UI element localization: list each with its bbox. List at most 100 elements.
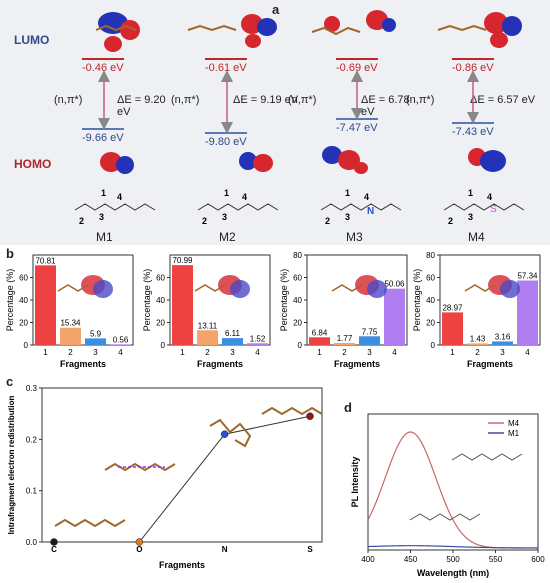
y-tick-label: 40: [426, 296, 435, 305]
x-tick-label: 1: [317, 348, 322, 357]
y-axis-label: Percentage (%): [412, 269, 422, 332]
atom-number: 4: [117, 192, 122, 202]
bar: [110, 344, 131, 345]
sulfur-atom: S: [490, 204, 497, 215]
x-axis-label: Fragments: [334, 359, 380, 369]
bar: [467, 343, 488, 345]
bar-value-label: 13.11: [198, 321, 218, 330]
bar: [492, 341, 513, 345]
data-point: [306, 412, 314, 420]
panel-c-chart: 0.0 0.1 0.2 0.3 C O N S Fragments Intrafragment e…: [7, 384, 323, 570]
inset-molecule: [464, 284, 496, 292]
x-tick-label: 2: [342, 348, 347, 357]
y-tick-label: 0.0: [26, 538, 38, 547]
y-axis-label: Percentage (%): [142, 269, 152, 332]
gap-label: ΔE = 6.57 eV: [470, 94, 536, 106]
lumo-energy: -0.69 eV: [336, 62, 378, 74]
lumo-orbital-blob: [502, 16, 522, 36]
atom-number: 4: [487, 192, 492, 202]
x-tick-label: 400: [361, 555, 375, 564]
x-axis-label: Fragments: [467, 359, 513, 369]
homo-orbital-blob: [322, 146, 342, 164]
lumo-level-line: [82, 58, 124, 60]
y-tick-label: 80: [293, 251, 302, 260]
gap-label: ΔE = 9.19 eV: [233, 94, 299, 106]
bar: [222, 338, 243, 345]
atom-number: 2: [325, 216, 330, 226]
x-tick-label: 4: [255, 348, 260, 357]
homo-orbital-blob: [480, 150, 506, 172]
inset-molecule: [194, 284, 226, 292]
lumo-level-line: [336, 58, 378, 60]
bar: [35, 265, 56, 345]
bar-value-label: 50.06: [384, 280, 405, 289]
data-point: [220, 430, 229, 438]
x-tick-label: 500: [446, 555, 460, 564]
plot-frame: [41, 387, 323, 543]
lumo-orbital-blob: [104, 36, 122, 52]
x-tick-label: 550: [489, 555, 503, 564]
atom-number: 3: [345, 212, 350, 222]
atom-number: 4: [242, 192, 247, 202]
x-axis-label: Fragments: [60, 359, 106, 369]
structure-formula: [74, 203, 156, 211]
y-axis-label: Intrafragment electron redistribution: [7, 396, 16, 535]
y-axis-label: Percentage (%): [5, 269, 15, 332]
y-tick-label: 0.3: [26, 384, 38, 393]
atom-number: 1: [468, 188, 473, 198]
bar-value-label: 1.77: [337, 334, 353, 343]
atom-number: 4: [364, 192, 369, 202]
y-axis-label: Percentage (%): [279, 269, 289, 332]
homo-energy: -9.80 eV: [205, 136, 247, 148]
legend-label: M1: [508, 429, 520, 438]
bar: [334, 343, 355, 345]
bar-value-label: 28.97: [442, 303, 463, 312]
transition-label: (n,π*): [288, 94, 317, 106]
bar: [197, 330, 218, 345]
panel-b-label: b: [6, 246, 14, 261]
bar-chart-m4: 0 20 40 60 80 28.97 1 1.43 2 3.16 3 57.34 4 Fragments…: [412, 251, 541, 369]
atom-number: 3: [99, 212, 104, 222]
bar-chart-m1: 0 20 40 60 70.81 1 15.34 2 5.9 3 0.56 4 Fragments Per…: [5, 254, 134, 369]
inset-molecule: [331, 284, 363, 292]
bar-value-label: 70.99: [172, 256, 193, 265]
atom-number: 3: [468, 212, 473, 222]
spectrum-line-m4: [367, 431, 539, 549]
transition-label: (n,π*): [171, 94, 200, 106]
x-tick-label: 3: [93, 348, 98, 357]
bar-value-label: 6.11: [225, 329, 241, 338]
lumo-energy: -0.61 eV: [205, 62, 247, 74]
x-tick-label: 3: [230, 348, 235, 357]
bar-value-label: 5.9: [90, 329, 102, 338]
bar-value-label: 1.43: [470, 334, 486, 343]
structure-formula: [443, 203, 525, 211]
x-tick-label: 450: [404, 555, 418, 564]
lumo-orbital-blob: [324, 16, 340, 32]
atom-number: 3: [222, 212, 227, 222]
series-line: [54, 415, 311, 543]
panel-a: a LUMO HOMO -0.46 eV (n,π*) ΔE = 9.20 eV…: [0, 0, 550, 245]
structure-formula: [197, 203, 279, 211]
y-tick-label: 0: [24, 341, 29, 350]
x-tick-label: S: [307, 545, 313, 554]
structure-formula: [320, 203, 402, 211]
x-axis-label: Wavelength (nm): [417, 568, 489, 578]
bar-value-label: 1.52: [250, 334, 266, 343]
y-tick-label: 40: [293, 296, 302, 305]
molecule-sketch-n: [209, 418, 252, 448]
y-tick-label: 0.1: [26, 487, 38, 496]
inset-orbital-blue: [367, 280, 387, 298]
x-tick-label: 3: [367, 348, 372, 357]
inset-orbital-blue: [230, 280, 250, 298]
bar: [60, 327, 81, 345]
x-tick-label: O: [136, 545, 142, 554]
legend-label: M4: [508, 419, 520, 428]
bar-value-label: 6.84: [312, 328, 328, 337]
bar: [85, 338, 106, 345]
y-axis-label: PL Intensity: [350, 457, 360, 508]
y-tick-label: 60: [156, 274, 165, 283]
molecule-column-m2: -0.61 eV (n,π*) ΔE = 9.19 eV -9.80 eV M2: [171, 0, 303, 245]
homo-energy: -9.66 eV: [82, 132, 124, 144]
lumo-orbital-blob: [490, 32, 508, 48]
inset-molecule: [57, 284, 89, 292]
